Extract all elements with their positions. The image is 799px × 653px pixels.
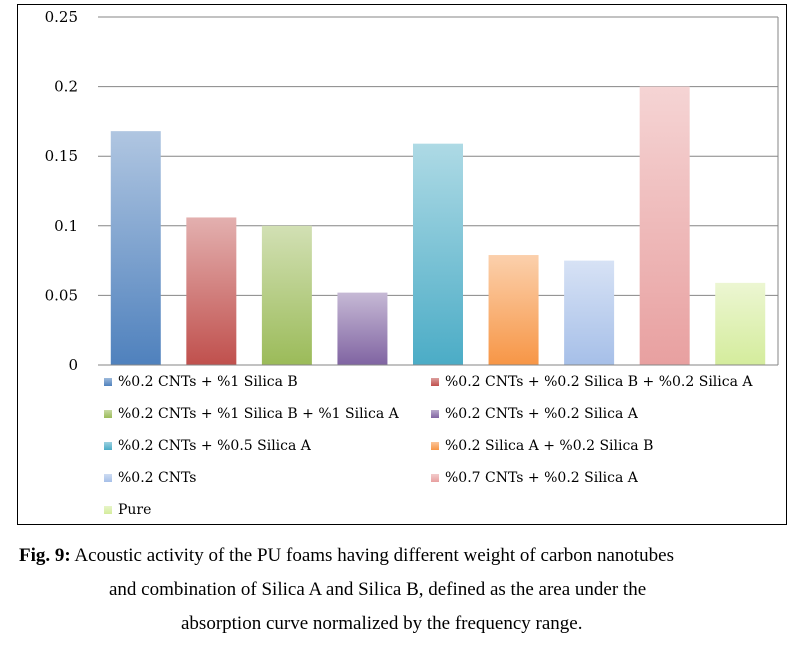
legend-label: %0.2 CNTs [118, 470, 197, 486]
caption-line-2: and combination of Silica A and Silica B… [109, 579, 647, 600]
caption-line-1: Fig. 9: Acoustic activity of the PU foam… [19, 545, 674, 567]
y-tick-label: 0 [68, 356, 78, 374]
legend-swatch [104, 442, 112, 450]
legend-item: %0.2 CNTs + %0.5 Silica A [104, 438, 311, 454]
legend-swatch [104, 506, 112, 514]
legend-swatch [104, 410, 112, 418]
bar [186, 217, 237, 365]
legend-item: %0.2 CNTs + %0.2 Silica B + %0.2 Silica … [431, 374, 753, 390]
legend-item: Pure [104, 502, 151, 518]
chart-frame: 0 0.05 0.1 0.15 0.2 0.25 %0.2 CNTs + %1 Silic… [17, 4, 787, 525]
caption-label: Fig. 9: [19, 545, 71, 566]
legend-item: %0.2 CNTs + %1 Silica B [104, 374, 298, 390]
bar [110, 131, 161, 365]
y-tick-label: 0.2 [54, 78, 78, 96]
legend-label: Pure [118, 502, 152, 518]
legend-label: %0.2 CNTs + %0.5 Silica A [118, 438, 311, 454]
legend-swatch [431, 378, 439, 386]
legend-label: %0.2 CNTs + %1 Silica B [118, 374, 298, 390]
y-tick-label: 0.1 [54, 217, 78, 235]
legend-item: %0.2 CNTs [104, 470, 196, 486]
bar [639, 86, 690, 365]
bar [564, 260, 615, 365]
legend-label: %0.7 CNTs + %0.2 Silica A [445, 470, 638, 486]
legend-item: %0.2 CNTs + %0.2 Silica A [431, 406, 638, 422]
legend-swatch [104, 474, 112, 482]
bar [488, 255, 539, 365]
bar [337, 292, 388, 365]
bar [413, 143, 463, 365]
legend-swatch [104, 378, 112, 386]
y-tick-label: 0.15 [45, 147, 78, 165]
legend-item: %0.7 CNTs + %0.2 Silica A [431, 470, 638, 486]
caption-line-3: absorption curve normalized by the frequ… [181, 613, 583, 634]
legend-item: %0.2 CNTs + %1 Silica B + %1 Silica A [104, 406, 399, 422]
legend-label: %0.2 CNTs + %1 Silica B + %1 Silica A [118, 406, 399, 422]
y-tick-label: 0.25 [45, 8, 78, 26]
legend-swatch [431, 442, 439, 450]
legend-label: %0.2 Silica A + %0.2 Silica B [445, 438, 654, 454]
legend-item: %0.2 Silica A + %0.2 Silica B [431, 438, 653, 454]
bar [715, 282, 766, 365]
bar [261, 225, 312, 365]
bar-chart: 0 0.05 0.1 0.15 0.2 0.25 [45, 8, 779, 374]
legend-label: %0.2 CNTs + %0.2 Silica B + %0.2 Silica … [445, 374, 753, 390]
caption-text-1: Acoustic activity of the PU foams having… [70, 545, 674, 566]
legend-swatch [431, 410, 439, 418]
y-tick-label: 0.05 [45, 286, 78, 304]
legend-label: %0.2 CNTs + %0.2 Silica A [445, 406, 638, 422]
legend-swatch [431, 474, 439, 482]
